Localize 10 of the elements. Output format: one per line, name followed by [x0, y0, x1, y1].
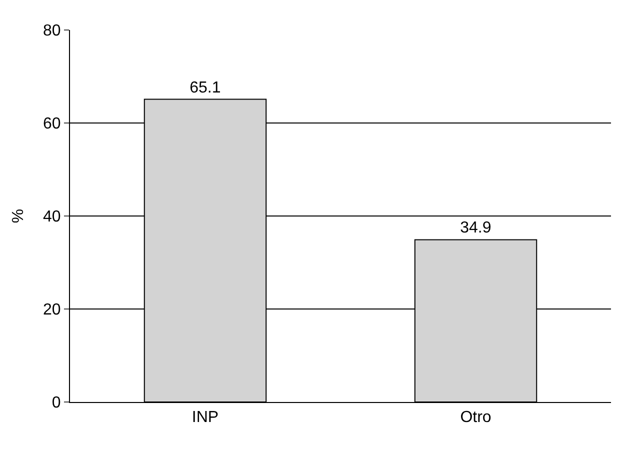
data-label: 65.1 [190, 79, 221, 96]
x-tick-label: INP [192, 409, 219, 426]
data-label: 34.9 [460, 220, 492, 237]
y-tick-label: 40 [43, 208, 61, 226]
y-tick-label: 0 [52, 394, 61, 412]
y-tick-label: 60 [43, 116, 61, 133]
y-tick-label: 20 [43, 302, 61, 319]
x-tick-label: Otro [460, 409, 492, 426]
y-axis-title: % [10, 208, 27, 224]
y-tick-label: 80 [43, 22, 61, 40]
